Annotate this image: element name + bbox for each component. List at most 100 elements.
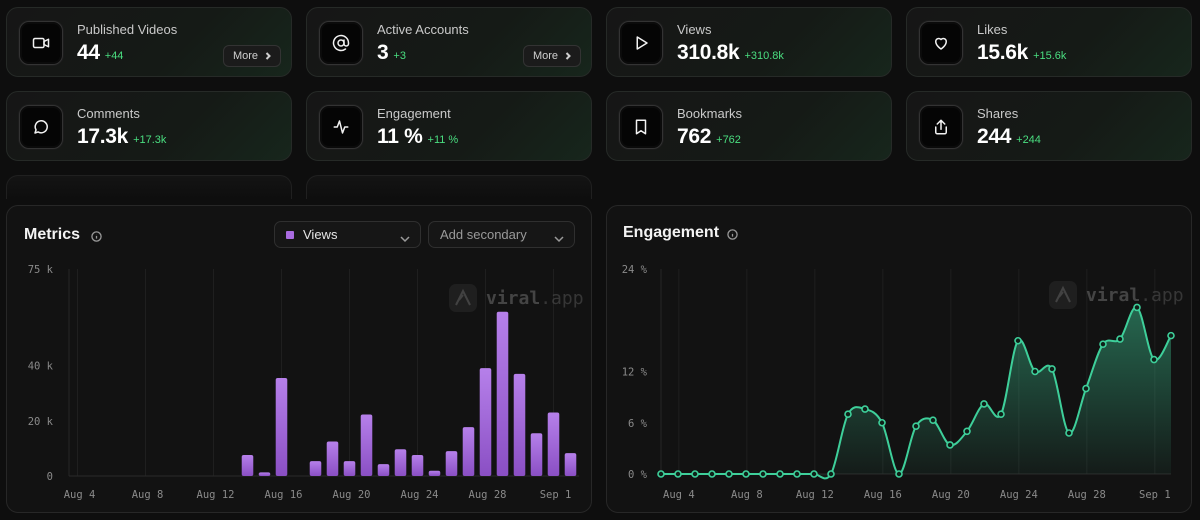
bar <box>326 441 339 476</box>
series-color-swatch <box>286 230 294 239</box>
watermark-text: viral.app <box>486 288 584 309</box>
bar <box>360 414 373 476</box>
stat-value: 310.8k +310.8k <box>677 41 784 64</box>
stat-delta: +310.8k <box>744 50 784 62</box>
stat-card-engagement[interactable]: Engagement 11 % +11 % <box>306 91 592 161</box>
more-button[interactable]: More <box>522 45 581 67</box>
data-point <box>980 400 988 408</box>
x-tick-label: Aug 16 <box>864 489 902 501</box>
x-tick-label: Aug 28 <box>469 489 507 501</box>
stat-card-views[interactable]: Views 310.8k +310.8k <box>606 7 892 77</box>
stat-value: 244 +244 <box>977 125 1041 148</box>
stat-card-bookmarks[interactable]: Bookmarks 762 +762 <box>606 91 892 161</box>
data-point <box>844 410 852 419</box>
engagement-area-fill <box>661 307 1171 479</box>
bar <box>530 433 543 476</box>
watermark-brand: viral <box>486 288 540 309</box>
x-tick-label: Aug 12 <box>796 489 834 501</box>
data-point <box>912 422 920 430</box>
stat-delta: +244 <box>1016 134 1041 146</box>
primary-metric-select[interactable]: Views <box>274 221 421 248</box>
stat-delta: +15.6k <box>1033 50 1067 62</box>
stat-label: Published Videos <box>77 22 178 37</box>
x-tick-label: Aug 24 <box>1000 489 1038 501</box>
bar <box>462 427 475 476</box>
viral-app-watermark: viral.app <box>449 284 584 312</box>
stat-label: Shares <box>977 106 1019 121</box>
data-point <box>810 470 818 478</box>
y-tick-label: 20 k <box>28 416 54 428</box>
stat-value: 17.3k +17.3k <box>77 125 167 148</box>
message-circle-icon <box>19 105 63 149</box>
info-icon[interactable] <box>727 227 738 240</box>
data-point <box>1014 336 1022 345</box>
stat-label: Comments <box>77 106 140 121</box>
watermark-text: viral.app <box>1086 285 1184 306</box>
x-tick-label: Sep 1 <box>1139 489 1171 501</box>
data-point <box>1150 355 1158 364</box>
x-tick-label: Aug 4 <box>663 489 695 501</box>
bar <box>547 412 560 476</box>
data-point <box>1065 429 1073 437</box>
x-tick-label: Aug 20 <box>932 489 970 501</box>
data-point <box>674 470 682 478</box>
bar <box>241 455 254 476</box>
data-point <box>929 416 937 424</box>
stat-card-comments[interactable]: Comments 17.3k +17.3k <box>6 91 292 161</box>
data-point <box>742 470 750 478</box>
info-icon[interactable] <box>91 229 102 242</box>
stat-value: 15.6k +15.6k <box>977 41 1067 64</box>
y-tick-label: 40 k <box>28 361 54 373</box>
at-sign-icon <box>319 21 363 65</box>
data-point <box>1082 384 1090 393</box>
stat-value: 762 +762 <box>677 125 741 148</box>
x-tick-label: Aug 8 <box>132 489 164 501</box>
bar <box>275 378 288 476</box>
data-point <box>759 470 767 478</box>
stat-label: Views <box>677 22 712 37</box>
stat-label: Bookmarks <box>677 106 743 121</box>
stat-card-shares[interactable]: Shares 244 +244 <box>906 91 1192 161</box>
bar <box>479 368 492 476</box>
data-point <box>895 470 903 478</box>
video-icon <box>19 21 63 65</box>
data-point <box>1167 331 1175 340</box>
x-tick-label: Aug 16 <box>265 489 303 501</box>
panel-title: Metrics <box>24 226 81 243</box>
x-tick-label: Sep 1 <box>540 489 572 501</box>
secondary-metric-select[interactable]: Add secondary <box>428 221 575 248</box>
chevron-right-icon <box>265 52 271 60</box>
watermark-brand: viral <box>1086 285 1140 306</box>
more-button[interactable]: More <box>222 45 281 67</box>
data-point <box>1048 365 1056 373</box>
data-point <box>691 470 699 478</box>
stat-label: Likes <box>977 22 1008 37</box>
bar <box>411 455 424 476</box>
bookmark-icon <box>619 105 663 149</box>
stat-label: Active Accounts <box>377 22 469 37</box>
x-tick-label: Aug 20 <box>333 489 371 501</box>
select-placeholder: Add secondary <box>440 227 527 242</box>
engagement-area-chart: 0 % 6 % 12 % 24 % Aug 4 Aug 8 Aug 12 Aug 16 Aug … <box>622 264 1184 501</box>
watermark-suffix: .app <box>1140 285 1183 306</box>
bar <box>496 311 509 476</box>
activity-icon <box>319 105 363 149</box>
data-point <box>1031 367 1039 376</box>
bar <box>445 451 458 476</box>
viral-logo-icon <box>449 284 477 312</box>
viral-logo-mark <box>455 288 471 306</box>
panel-title: Engagement <box>623 224 720 241</box>
bar <box>258 472 271 476</box>
stat-card-likes[interactable]: Likes 15.6k +15.6k <box>906 7 1192 77</box>
engagement-panel: Engagement 0 % 6 % 12 % 24 % Aug 4 Aug 8 Aug 1… <box>606 205 1192 513</box>
bar <box>377 464 390 476</box>
stat-card-published-videos[interactable]: Published Videos 44 +44 More <box>6 7 292 77</box>
stat-delta: +3 <box>393 50 406 62</box>
data-point <box>827 470 835 478</box>
data-point <box>878 418 886 427</box>
y-tick-label: 12 % <box>622 367 648 379</box>
data-point <box>657 470 665 478</box>
stat-card-active-accounts[interactable]: Active Accounts 3 +3 More <box>306 7 592 77</box>
viral-logo-mark <box>1055 285 1071 303</box>
